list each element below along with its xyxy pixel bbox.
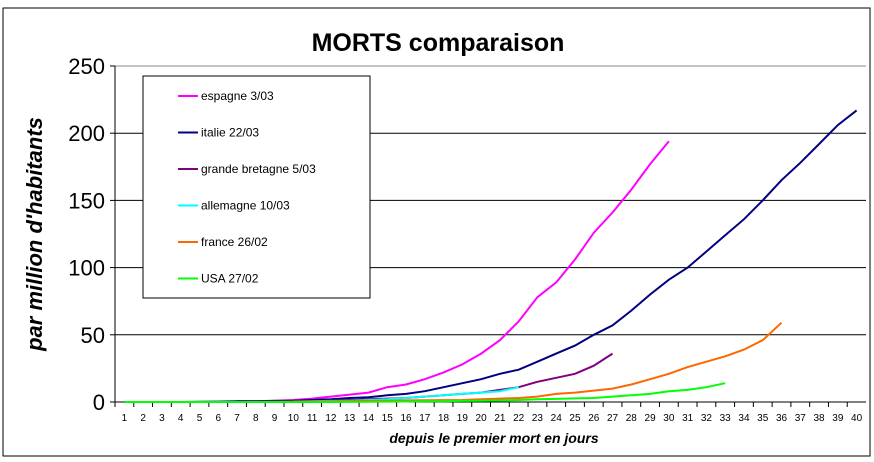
x-tick-label: 29 [645,413,657,424]
x-axis-label: depuis le premier mort en jours [389,430,598,446]
x-tick-label: 37 [795,413,807,424]
x-tick-label: 8 [253,413,259,424]
y-tick-label: 150 [68,188,105,213]
legend-label: allemagne 10/03 [201,199,290,213]
x-tick-label: 31 [682,413,694,424]
y-tick-label: 200 [68,121,105,146]
x-tick-label: 18 [438,413,450,424]
x-tick-label: 20 [476,413,488,424]
x-tick-label: 35 [757,413,769,424]
x-tick-label: 30 [663,413,675,424]
x-tick-label: 4 [178,413,184,424]
x-tick-label: 6 [215,413,221,424]
y-tick-label: 250 [68,54,105,79]
x-tick-label: 15 [382,413,394,424]
x-tick-label: 39 [832,413,844,424]
x-tick-label: 40 [851,413,863,424]
y-axis-label: par million d'habitants [22,117,47,352]
x-tick-label: 13 [344,413,356,424]
x-tick-label: 32 [701,413,713,424]
x-tick-label: 7 [234,413,240,424]
x-tick-label: 25 [569,413,581,424]
legend-label: france 26/02 [201,235,268,249]
x-tick-label: 38 [814,413,826,424]
chart-title: MORTS comparaison [312,29,565,57]
x-tick-label: 5 [197,413,203,424]
x-tick-label: 12 [325,413,337,424]
x-tick-label: 9 [272,413,278,424]
x-tick-label: 34 [738,413,750,424]
x-tick-label: 14 [363,413,375,424]
y-tick-label: 0 [93,390,105,415]
x-tick-label: 36 [776,413,788,424]
x-tick-label: 26 [588,413,600,424]
legend-label: grande bretagne 5/03 [201,162,316,176]
y-tick-label: 100 [68,256,105,281]
x-tick-label: 19 [457,413,469,424]
x-tick-label: 22 [513,413,525,424]
x-tick-label: 17 [419,413,431,424]
x-tick-label: 2 [140,413,146,424]
x-tick-label: 3 [159,413,165,424]
x-tick-label: 27 [607,413,619,424]
x-tick-label: 11 [307,413,318,424]
x-tick-label: 10 [288,413,300,424]
y-tick-label: 50 [81,323,105,348]
legend-box [142,75,371,299]
x-tick-label: 16 [400,413,412,424]
x-tick-label: 28 [626,413,638,424]
legend-label: USA 27/02 [201,272,259,286]
legend-label: italie 22/03 [201,126,259,140]
x-tick-label: 24 [551,413,563,424]
legend-label: espagne 3/03 [201,89,274,103]
series-line [124,382,726,403]
series-line [236,140,670,403]
x-tick-label: 1 [122,413,128,424]
x-tick-label: 23 [532,413,544,424]
x-tick-label: 21 [494,413,506,424]
x-tick-label: 33 [720,413,732,424]
